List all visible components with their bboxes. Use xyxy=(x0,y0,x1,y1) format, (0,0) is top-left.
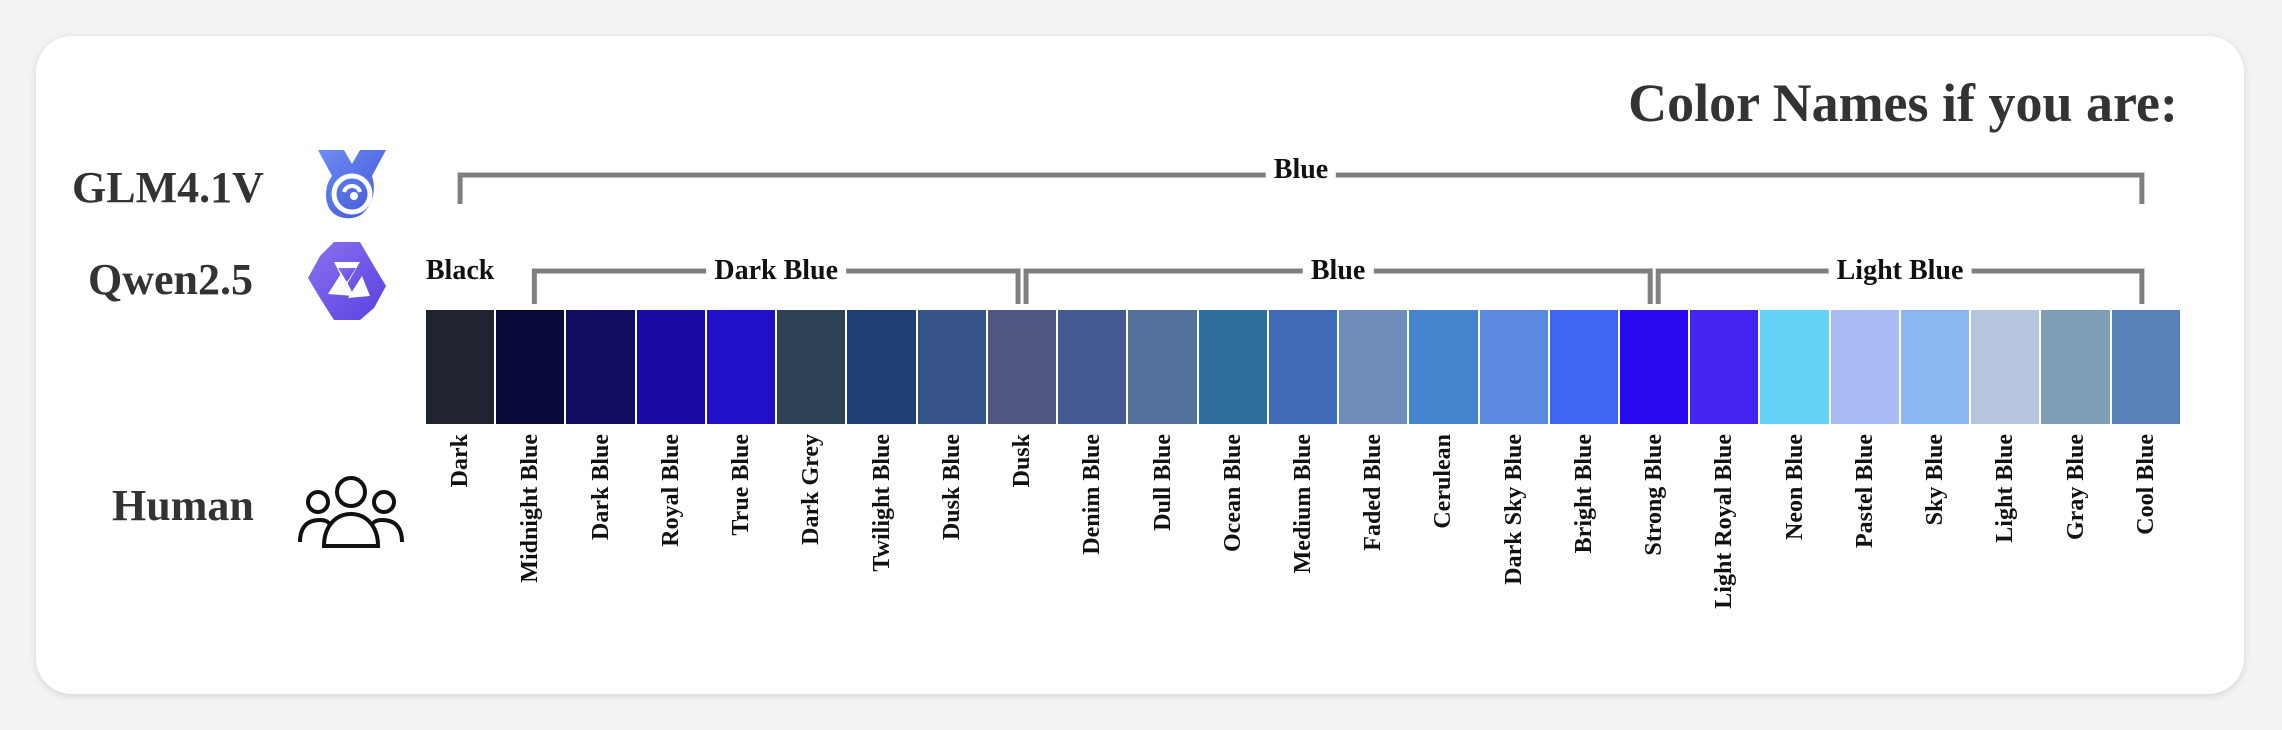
swatch-name: Bright Blue xyxy=(1570,434,1597,554)
swatch-name: Sky Blue xyxy=(1922,434,1949,526)
swatch xyxy=(1900,310,1970,424)
swatch-name-row: Dark Midnight Blue Dark Blue Royal Blue True… xyxy=(426,428,2180,648)
swatch-strip xyxy=(426,310,2180,424)
swatch xyxy=(1690,310,1759,424)
qwen-logo-icon xyxy=(308,242,386,320)
swatch-name: Pastel Blue xyxy=(1851,434,1878,548)
swatch xyxy=(917,310,986,424)
swatch-name: Cool Blue xyxy=(2132,434,2159,535)
swatch xyxy=(426,310,495,424)
swatch xyxy=(1409,310,1478,424)
swatch-name: Faded Blue xyxy=(1360,434,1387,551)
swatch xyxy=(1128,310,1197,424)
swatch-name: Light Royal Blue xyxy=(1711,434,1738,609)
bracket-label: Light Blue xyxy=(1828,255,1972,287)
swatch xyxy=(2041,310,2110,424)
row-label-qwen: Qwen2.5 xyxy=(88,255,253,304)
swatch-name: True Blue xyxy=(728,434,755,536)
bracket-label: Dark Blue xyxy=(706,255,847,287)
swatch-name: Dusk xyxy=(1009,434,1036,488)
swatch xyxy=(2111,310,2180,424)
people-group-icon xyxy=(298,476,404,548)
swatch xyxy=(566,310,635,424)
swatch-name: Light Blue xyxy=(1992,434,2019,543)
swatch xyxy=(1971,310,2040,424)
swatch-name: Medium Blue xyxy=(1290,434,1316,574)
glm-logo-icon xyxy=(318,150,386,219)
swatch-name: Neon Blue xyxy=(1781,434,1808,541)
swatch-name: Dusk Blue xyxy=(938,434,965,541)
swatch-name: Midnight Blue xyxy=(517,434,544,583)
swatch-name: Dark Blue xyxy=(587,434,614,541)
swatch xyxy=(1479,310,1548,424)
swatch xyxy=(706,310,776,424)
bracket-label: Black xyxy=(425,255,495,286)
bracket-label: Blue xyxy=(1302,255,1374,287)
page-title: Color Names if you are: xyxy=(1628,73,2178,133)
swatch xyxy=(1760,310,1829,424)
swatch xyxy=(1339,310,1408,424)
swatch xyxy=(1830,310,1899,424)
row-label-human: Human xyxy=(112,481,254,530)
swatch-name: Twilight Blue xyxy=(868,434,895,572)
swatch xyxy=(1198,310,1267,424)
swatch xyxy=(636,310,705,424)
swatch-name: Dark Sky Blue xyxy=(1500,434,1527,585)
swatch xyxy=(847,310,916,424)
swatch xyxy=(1619,310,1689,424)
swatch-name: Dull Blue xyxy=(1149,434,1176,531)
swatch-name: Gray Blue xyxy=(2062,434,2089,540)
swatch-name: Ocean Blue xyxy=(1219,434,1246,552)
swatch-name: Royal Blue xyxy=(657,434,684,547)
bracket-label: Blue xyxy=(1265,154,1337,186)
swatch xyxy=(496,310,565,424)
swatch xyxy=(987,310,1057,424)
swatch-name: Cerulean xyxy=(1430,434,1457,529)
row-label-glm: GLM4.1V xyxy=(72,163,264,212)
swatch xyxy=(777,310,846,424)
swatch xyxy=(1549,310,1618,424)
swatch-name: Dark xyxy=(447,434,474,488)
swatch-name: Dark Grey xyxy=(798,434,825,545)
swatch-name: Denim Blue xyxy=(1079,434,1106,555)
swatch xyxy=(1058,310,1127,424)
swatch-name: Strong Blue xyxy=(1641,434,1668,556)
swatch xyxy=(1268,310,1338,424)
